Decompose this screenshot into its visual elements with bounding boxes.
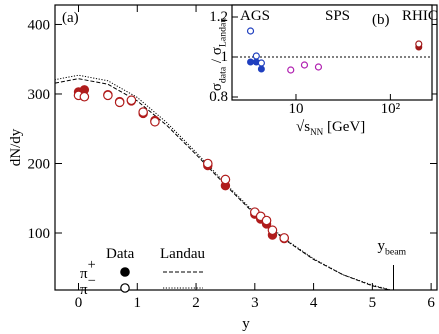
- legend-header: Landau: [160, 246, 205, 262]
- data-point: [220, 174, 231, 185]
- legend-label-part: +: [88, 257, 96, 273]
- data-point: [138, 107, 148, 117]
- group-label: RHIC: [402, 8, 438, 24]
- x-tick-label: 5: [369, 295, 377, 311]
- data-point: [246, 27, 255, 35]
- x-tick-label: 6: [427, 295, 435, 311]
- panel-label: (a): [62, 10, 79, 26]
- model-curve: [55, 74, 394, 290]
- data-point: [114, 97, 125, 108]
- data-point: [257, 59, 265, 67]
- legend-label: π+: [80, 257, 96, 282]
- group-label: AGS: [240, 8, 270, 24]
- y-axis-label-part: / σ: [209, 47, 225, 67]
- x-axis-label-part: NN: [310, 127, 324, 137]
- data-point: [300, 61, 309, 69]
- legend-label-part: π: [80, 266, 88, 282]
- y-tick-label: 0.8: [209, 89, 228, 105]
- x-tick-label: 1: [134, 295, 142, 311]
- y-tick-label: 200: [28, 156, 51, 172]
- data-point: [415, 40, 423, 48]
- data-point: [261, 215, 272, 226]
- x-tick-label: 3: [251, 295, 259, 311]
- x-tick-label: 10: [288, 101, 303, 117]
- x-tick-label: 4: [310, 295, 318, 311]
- data-point: [314, 63, 323, 71]
- x-tick-label: 2: [192, 295, 200, 311]
- inset-frame: [231, 4, 433, 101]
- x-tick-label: 0: [75, 295, 83, 311]
- data-point: [79, 91, 90, 102]
- y-tick-label: 400: [28, 17, 51, 33]
- y-axis-label: σdata / σLandau: [209, 18, 229, 91]
- data-point: [103, 90, 113, 101]
- data-point: [279, 233, 289, 243]
- model-curve: [55, 78, 393, 290]
- x-axis-label-part: [GeV]: [323, 119, 365, 135]
- data-point: [287, 66, 295, 74]
- beam-label-part: y: [378, 238, 386, 254]
- beam-label: ybeam: [378, 238, 407, 258]
- legend-header: Data: [106, 246, 135, 262]
- y-tick-label: 1.2: [209, 9, 228, 25]
- panel-label: (b): [372, 12, 390, 28]
- data-point: [257, 65, 265, 73]
- x-axis-label-part: √s: [296, 119, 310, 135]
- legend-marker: [120, 267, 130, 277]
- x-axis-label: √sNN [GeV]: [296, 119, 365, 137]
- data-point: [247, 58, 255, 66]
- y-tick-label: 1: [221, 49, 229, 65]
- x-axis-label: y: [242, 316, 250, 332]
- data-point: [252, 52, 260, 60]
- group-label: SPS: [325, 8, 350, 24]
- data-point: [126, 95, 137, 106]
- data-point: [267, 225, 278, 236]
- data-point: [150, 116, 160, 127]
- legend-label: π−: [80, 273, 96, 298]
- y-tick-label: 100: [28, 226, 51, 242]
- y-axis-label-part: Landau: [218, 18, 229, 47]
- data-point: [203, 158, 213, 169]
- y-tick-label: 300: [28, 87, 51, 103]
- y-axis-label: dN/dy: [8, 128, 24, 166]
- y-axis-label-part: data: [218, 66, 229, 83]
- legend-marker: [120, 283, 130, 293]
- y-axis-label-part: σ: [209, 83, 225, 91]
- legend-label-part: π: [80, 282, 88, 298]
- beam-label-part: beam: [385, 247, 407, 258]
- legend-label-part: −: [88, 273, 96, 289]
- x-tick-label: 10²: [381, 101, 401, 117]
